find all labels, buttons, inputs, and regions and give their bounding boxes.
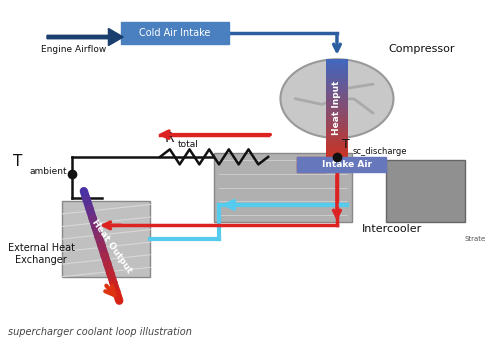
Bar	[326, 94, 348, 99]
Bar	[326, 69, 348, 74]
Bar	[326, 64, 348, 70]
Bar	[326, 108, 348, 114]
Text: R: R	[165, 131, 174, 145]
Bar	[326, 137, 348, 143]
Text: Compressor: Compressor	[389, 44, 455, 54]
Text: sc_discharge: sc_discharge	[353, 147, 407, 156]
Bar	[326, 118, 348, 124]
Bar	[214, 153, 352, 222]
Bar	[326, 98, 348, 104]
Text: Strate: Strate	[465, 236, 486, 242]
Bar	[386, 160, 465, 222]
Bar	[326, 113, 348, 119]
Text: total: total	[177, 140, 198, 149]
Text: Intake Air: Intake Air	[322, 160, 372, 169]
Text: supercharger coolant loop illustration: supercharger coolant loop illustration	[7, 327, 191, 337]
Bar	[326, 123, 348, 128]
Bar	[326, 128, 348, 133]
Bar	[326, 59, 348, 65]
Text: Intercooler: Intercooler	[361, 224, 422, 234]
Text: T: T	[12, 154, 22, 169]
Bar	[62, 201, 150, 277]
Text: External Heat
Exchanger: External Heat Exchanger	[7, 243, 75, 265]
Bar	[326, 74, 348, 79]
Bar	[326, 142, 348, 148]
Bar	[326, 103, 348, 109]
Bar	[326, 84, 348, 89]
Text: Cold Air Intake: Cold Air Intake	[139, 28, 210, 38]
Bar	[326, 133, 348, 138]
Text: ambient: ambient	[30, 167, 68, 176]
Bar	[326, 79, 348, 84]
Bar	[326, 147, 348, 153]
Text: T: T	[342, 138, 349, 151]
Text: Heat Output: Heat Output	[89, 218, 133, 275]
Circle shape	[280, 59, 394, 138]
Text: Heat Input: Heat Input	[332, 81, 341, 135]
Bar	[326, 152, 348, 158]
Text: Engine Airflow: Engine Airflow	[41, 45, 107, 54]
Polygon shape	[47, 29, 123, 46]
FancyBboxPatch shape	[121, 22, 229, 44]
Bar	[326, 88, 348, 94]
